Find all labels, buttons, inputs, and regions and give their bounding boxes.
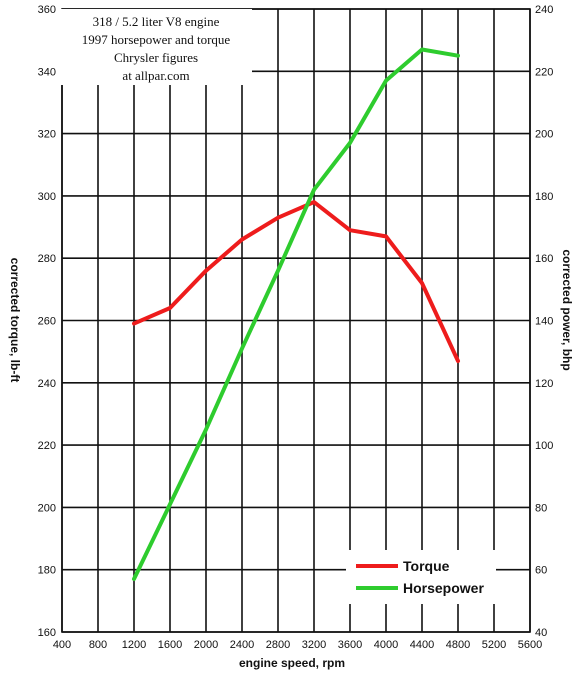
horsepower-point	[276, 269, 280, 273]
horsepower-point	[348, 141, 352, 145]
chart-title-line-1: 318 / 5.2 liter V8 engine	[93, 14, 220, 29]
right-y-tick-label: 80	[535, 502, 547, 514]
series	[132, 47, 460, 581]
chart-title-line-4: at allpar.com	[122, 68, 189, 83]
legend-label-horsepower: Horsepower	[403, 580, 484, 596]
horsepower-point	[420, 47, 424, 52]
horsepower-point	[204, 427, 208, 432]
right-y-tick-label: 120	[535, 378, 553, 390]
legend-label-torque: Torque	[403, 558, 450, 574]
chart-title-box: 318 / 5.2 liter V8 engine 1997 horsepowe…	[60, 9, 252, 85]
torque-point	[204, 269, 208, 273]
legend-background	[346, 550, 496, 604]
right-y-tick-label: 240	[535, 4, 553, 16]
torque-point	[132, 322, 136, 326]
chart-title-line-3: Chrysler figures	[114, 50, 198, 65]
x-tick-label: 2400	[230, 639, 254, 651]
horsepower-point	[384, 79, 388, 83]
right-y-tick-label: 140	[535, 316, 553, 328]
left-y-tick-label: 280	[38, 253, 56, 265]
right-y-tick-label: 220	[535, 66, 553, 78]
left-y-tick-label: 200	[38, 502, 56, 514]
legend: Torque Horsepower	[346, 550, 496, 604]
x-tick-label: 4800	[446, 639, 470, 651]
right-y-tick-label: 60	[535, 565, 547, 577]
x-tick-label: 5200	[482, 639, 506, 651]
right-y-tick-label: 200	[535, 129, 553, 141]
grid	[61, 8, 531, 633]
right-y-axis-title: corrected power, bhp	[560, 249, 574, 370]
left-y-axis-title: corrected torque, lb-ft	[8, 258, 22, 383]
right-y-tick-label: 160	[535, 253, 553, 265]
horsepower-point	[240, 346, 244, 351]
x-tick-label: 5600	[518, 639, 542, 651]
torque-point	[348, 228, 352, 232]
right-y-tick-label: 100	[535, 440, 553, 452]
title-background	[60, 9, 252, 85]
horsepower-line	[132, 47, 460, 581]
x-tick-label: 1600	[158, 639, 182, 651]
left-y-tick-label: 240	[38, 378, 56, 390]
left-y-tick-label: 260	[38, 316, 56, 328]
horsepower-point	[456, 54, 460, 58]
left-y-tick-label: 300	[38, 191, 56, 203]
x-tick-label: 4000	[374, 639, 398, 651]
x-tick-label: 800	[89, 639, 107, 651]
x-tick-label: 3600	[338, 639, 362, 651]
horsepower-point	[168, 502, 172, 506]
left-y-tick-label: 180	[38, 565, 56, 577]
torque-point	[456, 359, 460, 363]
torque-point	[276, 216, 280, 220]
tick-labels: 400 800 1200 1600 2000 2400 2800 3200 3600 4000 44…	[38, 4, 554, 651]
torque-point	[384, 234, 388, 238]
plot-frame	[61, 8, 531, 633]
torque-point	[168, 306, 172, 310]
left-y-tick-label: 220	[38, 440, 56, 452]
left-y-tick-label: 340	[38, 66, 56, 78]
x-axis-title: engine speed, rpm	[239, 656, 345, 670]
x-tick-label: 2000	[194, 639, 218, 651]
torque-point	[312, 200, 316, 204]
left-y-tick-label: 360	[38, 4, 56, 16]
left-y-tick-label: 160	[38, 627, 56, 639]
x-tick-label: 1200	[122, 639, 146, 651]
chart-title-line-2: 1997 horsepower and torque	[82, 32, 231, 47]
x-tick-label: 2800	[266, 639, 290, 651]
horsepower-point	[312, 188, 316, 192]
right-y-tick-label: 40	[535, 627, 547, 639]
right-y-tick-label: 180	[535, 191, 553, 203]
torque-line	[132, 200, 460, 363]
x-tick-label: 4400	[410, 639, 434, 651]
torque-point	[420, 281, 424, 285]
x-tick-label: 3200	[302, 639, 326, 651]
x-tick-label: 400	[53, 639, 71, 651]
left-y-tick-label: 320	[38, 129, 56, 141]
horsepower-point	[132, 577, 136, 581]
torque-point	[240, 237, 244, 242]
